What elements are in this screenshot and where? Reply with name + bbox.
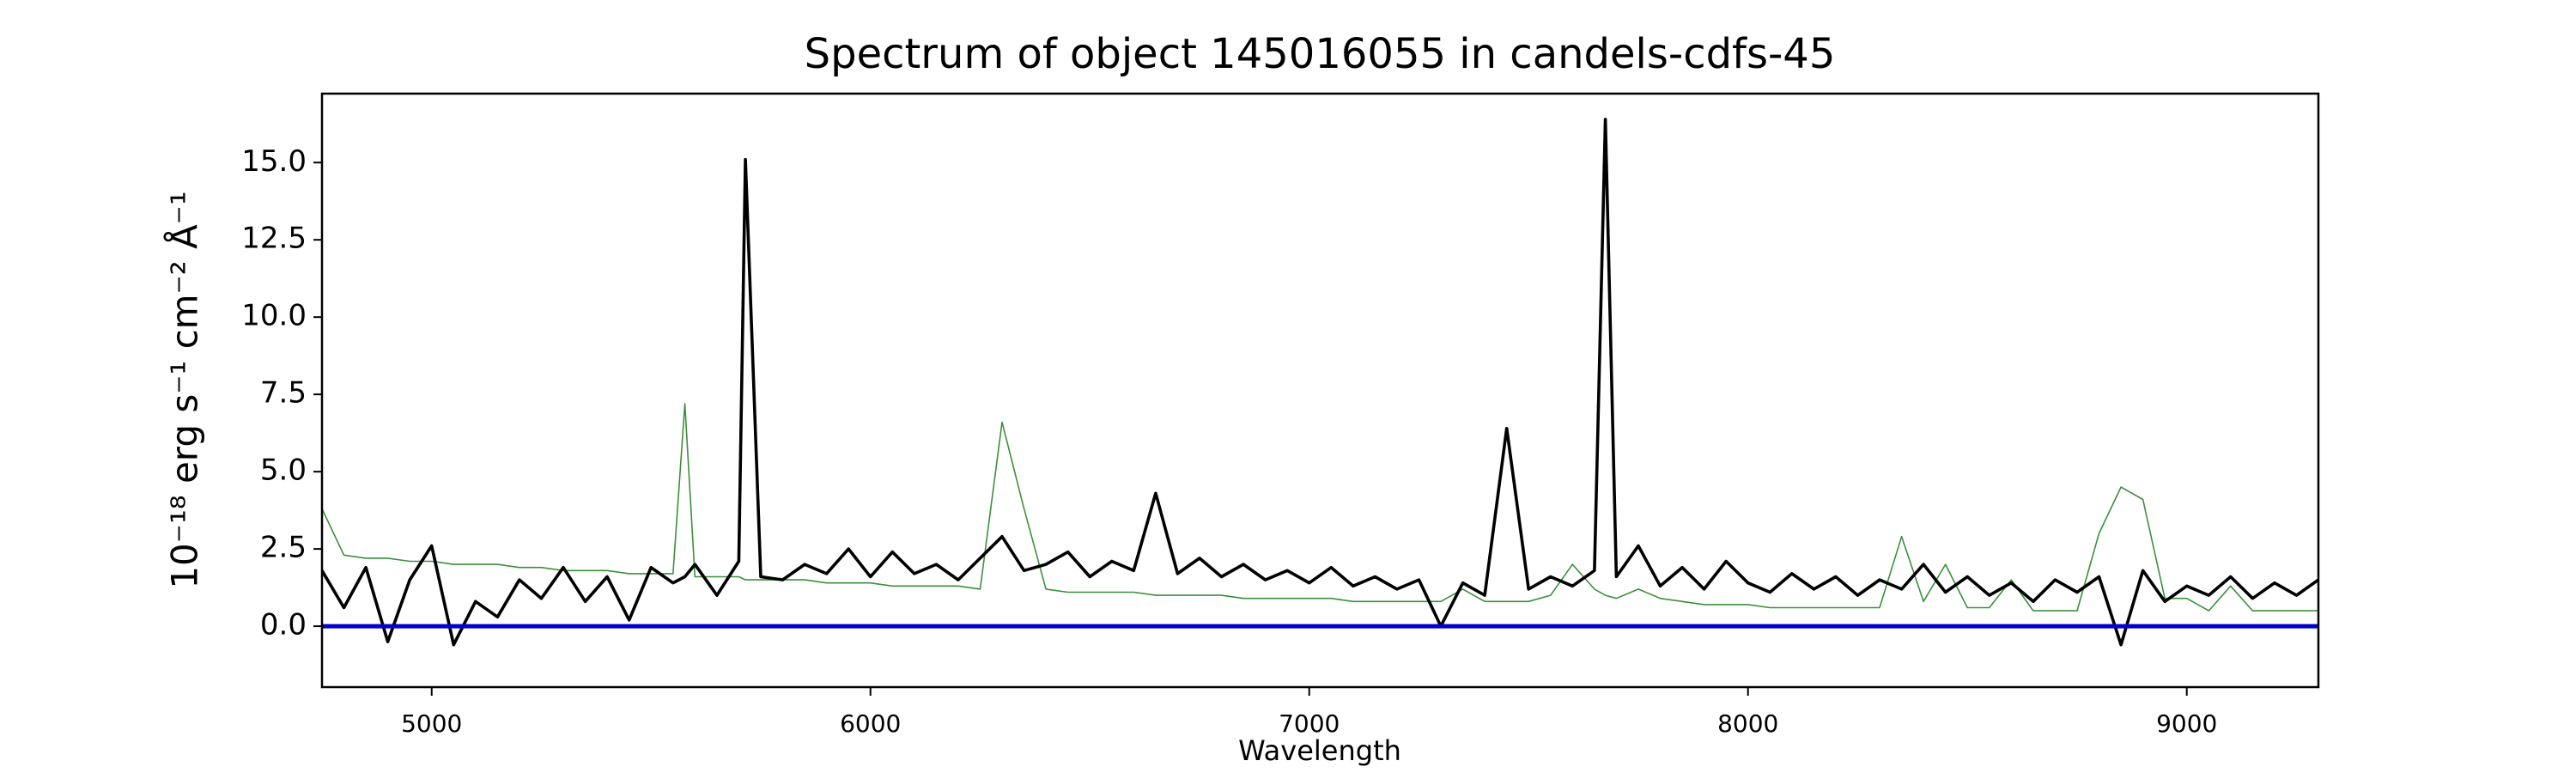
plot-frame	[320, 92, 2320, 689]
x-axis-label: Wavelength	[1238, 734, 1401, 767]
y-axis-label: 10⁻¹⁸ erg s⁻¹ cm⁻² Å⁻¹	[163, 191, 206, 588]
series-line	[322, 403, 2318, 612]
chart-title: Spectrum of object 145016055 in candels-…	[805, 30, 1836, 78]
y-tick-label: 15.0	[241, 144, 307, 179]
x-tick-label: 8000	[1717, 709, 1778, 738]
series-line	[322, 118, 2318, 647]
plot-area	[322, 118, 2318, 647]
y-tick-label: 10.0	[241, 299, 307, 333]
x-tick-label: 6000	[840, 709, 901, 738]
y-tick-label: 2.5	[260, 531, 307, 565]
y-tick-label: 7.5	[260, 376, 307, 411]
y-tick-label: 5.0	[260, 453, 307, 488]
x-tick-label: 5000	[401, 709, 462, 738]
y-tick-label: 0.0	[260, 608, 307, 642]
x-tick-label: 9000	[2156, 709, 2217, 738]
y-tick-label: 12.5	[241, 222, 307, 256]
x-tick-label: 7000	[1279, 709, 1340, 738]
